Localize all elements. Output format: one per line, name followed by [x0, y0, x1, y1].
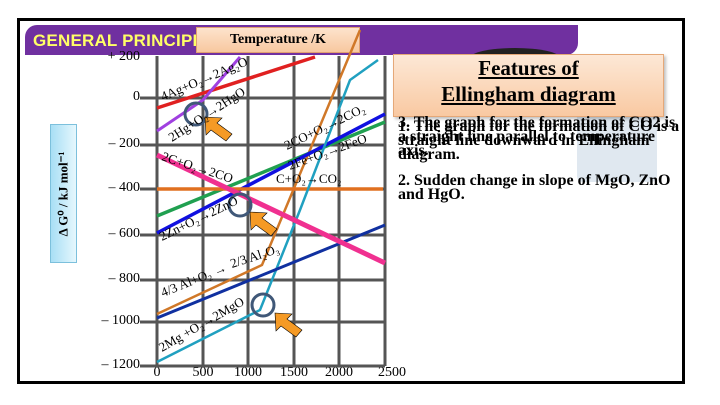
line-zno: [156, 29, 362, 316]
line-hgo: [156, 56, 242, 133]
x-tick: 2500: [378, 365, 406, 380]
y-axis-title-box: [50, 124, 77, 263]
y-tick: – 1200: [101, 357, 141, 372]
highlight-circle-icon: [250, 292, 276, 318]
features-heading-line1: Features of: [478, 56, 579, 80]
y-tick: – 1000: [101, 313, 141, 328]
features-heading-line2: Ellingham diagram: [441, 82, 616, 106]
line-ag2o: [156, 55, 316, 110]
x-axis-title: Temperature /K: [196, 27, 360, 53]
label-al2o3: 2/3 Al₂O₃: [228, 241, 281, 271]
line-feo: [156, 120, 386, 218]
label-c-co2: C+O₂→CO₂: [276, 171, 342, 186]
y-tick: 0: [133, 89, 140, 104]
x-tick: 0: [153, 365, 161, 380]
arrow-icon: [204, 116, 233, 142]
line-al2o3: [156, 223, 386, 320]
y-tick: + 200: [107, 49, 140, 64]
y-tick: – 600: [108, 226, 141, 241]
highlight-circle-icon: [183, 101, 209, 127]
arrow-icon: [274, 312, 303, 338]
y-tick: – 800: [108, 271, 141, 286]
x-tick: 2000: [325, 365, 353, 380]
x-tick: 500: [192, 365, 214, 380]
y-tick: – 200: [108, 136, 141, 151]
features-text-layer: 3. The graph for the formation of CO2 is…: [398, 114, 676, 159]
features-text-layer: 2. Sudden change in slope of MgO, ZnO an…: [398, 172, 671, 203]
slide-title: GENERAL PRINCIPLE: [33, 31, 215, 50]
line-co2: [156, 112, 386, 235]
features-heading-box: Features of Ellingham diagram: [393, 54, 664, 117]
features-text-layer: 1. The graph for the formation of CO is …: [398, 118, 680, 163]
label-co: 2C+O₂→2CO: [160, 149, 235, 186]
x-tick: 1500: [280, 365, 308, 380]
y-tick: – 400: [108, 180, 141, 195]
x-tick: 1000: [234, 365, 262, 380]
arrow-icon: [249, 211, 278, 237]
highlight-circle-icon: [227, 192, 253, 218]
line-mgo: [156, 58, 379, 364]
line-co: [155, 152, 387, 266]
decorative-lamp-image: [577, 112, 657, 182]
